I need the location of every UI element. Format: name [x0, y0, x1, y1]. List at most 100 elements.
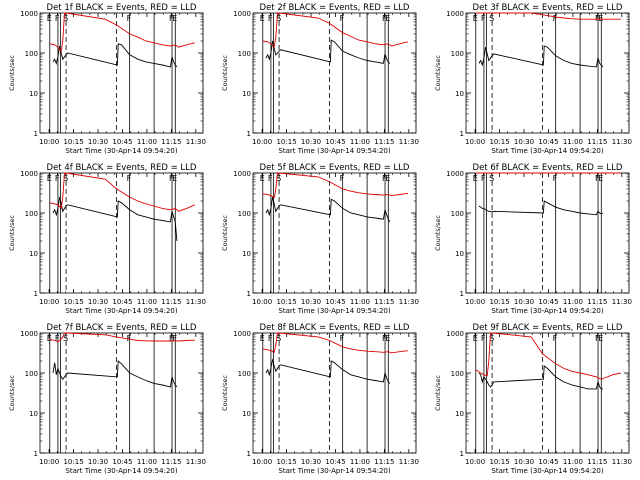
marker-label: E — [385, 334, 390, 343]
y-tick-label: 10 — [455, 250, 464, 258]
x-tick-label: 11:00 — [563, 298, 583, 306]
panel-det-2: Det 2f BLACK = Events, RED = LLD 1 10 100 10… — [221, 3, 419, 155]
marker-label: E — [47, 334, 52, 343]
x-tick-label: 11:00 — [350, 298, 370, 306]
marker-label: E — [473, 334, 478, 343]
y-tick-label: 1 — [460, 130, 464, 138]
marker-label: S — [276, 174, 281, 183]
x-tick-label: 10:00 — [465, 458, 485, 466]
y-tick-label: 100 — [451, 210, 464, 218]
x-tick-label: 10:00 — [39, 298, 59, 306]
plot-frame — [465, 332, 630, 454]
marker-label: F — [340, 174, 345, 183]
x-tick-label: 10:30 — [88, 458, 108, 466]
y-tick-label: 1000 — [446, 10, 464, 18]
marker-label: F — [481, 14, 486, 23]
panel-det-1: Det 1f BLACK = Events, RED = LLD 1 10 100 10… — [8, 3, 206, 155]
panel-title: Det 7f BLACK = Events, RED = LLD — [47, 323, 197, 333]
marker-label: F — [268, 14, 273, 23]
y-tick-label: 10 — [242, 250, 251, 258]
marker-label: E — [598, 174, 603, 183]
panel-title: Det 3f BLACK = Events, RED = LLD — [473, 3, 623, 13]
y-tick-label: 1000 — [233, 10, 251, 18]
marker-label: F — [595, 14, 600, 23]
panel-det-8: Det 8f BLACK = Events, RED = LLD 1 10 100 10… — [221, 323, 419, 475]
x-tick-label: 10:30 — [301, 298, 321, 306]
y-tick-label: 100 — [25, 50, 38, 58]
series-lld-line — [262, 172, 408, 199]
series-events-line — [265, 196, 391, 223]
x-tick-label: 10:15 — [63, 458, 83, 466]
y-tick-label: 100 — [451, 50, 464, 58]
marker-label: F — [595, 174, 600, 183]
x-tick-label: 10:15 — [489, 298, 509, 306]
x-tick-label: 10:30 — [301, 458, 321, 466]
panel-det-3: Det 3f BLACK = Events, RED = LLD 1 10 100 10… — [434, 3, 632, 155]
x-tick-label: 10:30 — [88, 298, 108, 306]
y-axis-label: Counts/sec — [8, 215, 16, 251]
marker-label: E — [47, 14, 52, 23]
marker-label: F — [169, 334, 174, 343]
y-tick-label: 1000 — [233, 170, 251, 178]
x-tick-label: 10:45 — [325, 138, 345, 146]
y-tick-label: 100 — [451, 370, 464, 378]
y-tick-label: 1000 — [233, 330, 251, 338]
panel-title: Det 2f BLACK = Events, RED = LLD — [260, 3, 410, 13]
marker-label: E — [385, 14, 390, 23]
x-tick-label: 11:00 — [137, 458, 157, 466]
marker-label: E — [260, 334, 265, 343]
y-tick-label: 1 — [460, 290, 464, 298]
panel-title: Det 4f BLACK = Events, RED = LLD — [47, 163, 197, 173]
x-tick-label: 11:30 — [186, 138, 206, 146]
marker-label: F — [340, 14, 345, 23]
x-tick-label: 11:00 — [137, 138, 157, 146]
x-tick-label: 11:30 — [612, 138, 632, 146]
x-tick-label: 10:45 — [112, 138, 132, 146]
panel-det-9: Det 9f BLACK = Events, RED = LLD 1 10 100 10… — [434, 323, 632, 475]
x-tick-label: 11:15 — [587, 298, 607, 306]
x-axis-label: Start Time (30-Apr-14 09:54:20) — [278, 147, 390, 155]
y-tick-label: 100 — [238, 50, 251, 58]
x-axis-label: Start Time (30-Apr-14 09:54:20) — [491, 307, 603, 315]
x-tick-label: 10:00 — [465, 298, 485, 306]
marker-label: F — [127, 14, 132, 23]
marker-label: F — [55, 174, 60, 183]
x-axis-label: Start Time (30-Apr-14 09:54:20) — [278, 307, 390, 315]
marker-label: F — [481, 174, 486, 183]
panel-det-5: Det 5f BLACK = Events, RED = LLD 1 10 100 10… — [221, 163, 419, 315]
y-tick-label: 10 — [29, 90, 38, 98]
y-tick-label: 1 — [34, 290, 38, 298]
series-events-line — [478, 365, 603, 390]
y-tick-label: 1000 — [20, 10, 38, 18]
y-tick-label: 1000 — [446, 170, 464, 178]
marker-label: F — [268, 174, 273, 183]
x-tick-label: 11:30 — [399, 458, 419, 466]
y-tick-label: 100 — [238, 210, 251, 218]
y-tick-label: 1 — [34, 130, 38, 138]
y-axis-label: Counts/sec — [8, 375, 16, 411]
marker-label: S — [276, 14, 281, 23]
x-tick-label: 10:15 — [276, 298, 296, 306]
series-lld-line — [262, 12, 408, 49]
y-tick-label: 1 — [34, 450, 38, 458]
series-lld-line — [475, 332, 621, 380]
marker-label: F — [127, 334, 132, 343]
x-tick-label: 11:30 — [186, 458, 206, 466]
x-tick-label: 10:15 — [276, 458, 296, 466]
panel-det-4: Det 4f BLACK = Events, RED = LLD 1 10 100 10… — [8, 163, 206, 315]
marker-label: F — [340, 334, 345, 343]
marker-label: E — [598, 14, 603, 23]
y-tick-label: 1 — [247, 290, 251, 298]
marker-label: E — [172, 174, 177, 183]
marker-label: E — [473, 174, 478, 183]
plot-frame — [252, 12, 417, 134]
marker-label: F — [481, 334, 486, 343]
x-tick-label: 11:15 — [587, 138, 607, 146]
y-tick-label: 10 — [29, 410, 38, 418]
series-events-line — [52, 196, 178, 242]
y-axis-label: Counts/sec — [8, 55, 16, 91]
y-axis-label: Counts/sec — [434, 55, 442, 91]
marker-label: F — [595, 334, 600, 343]
plot-frame — [39, 12, 204, 134]
